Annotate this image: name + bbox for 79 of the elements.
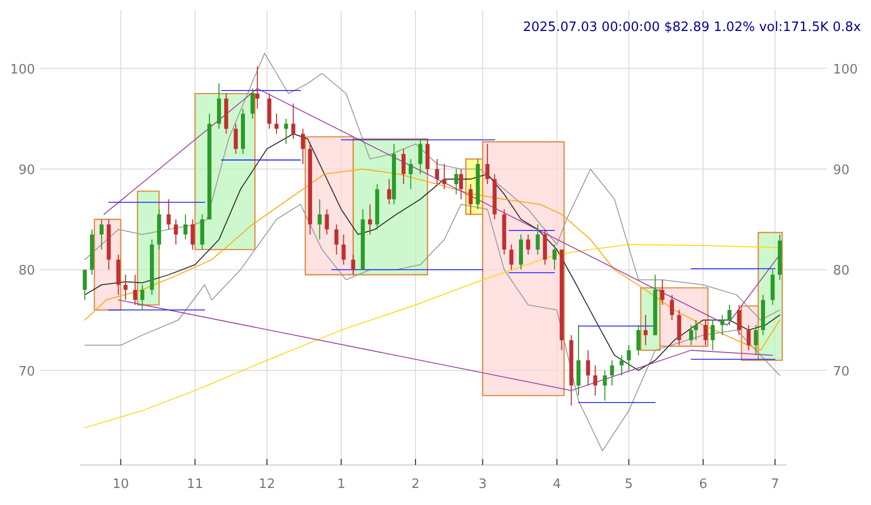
candlestick	[250, 88, 255, 120]
candlestick	[636, 324, 640, 356]
candlestick	[100, 218, 104, 250]
candlestick	[318, 198, 322, 240]
x-tick-label: 3	[478, 477, 487, 492]
x-tick-label: 1	[337, 477, 346, 492]
candlestick	[586, 350, 590, 386]
candlestick	[234, 123, 238, 154]
candlestick	[536, 224, 540, 256]
candlestick	[291, 103, 296, 140]
x-tick-label: 12	[258, 477, 276, 492]
candlestick	[754, 324, 758, 356]
candlestick	[509, 244, 514, 270]
candlestick	[174, 218, 178, 246]
x-tick-label: 5	[624, 477, 633, 492]
y-tick-label: 70	[18, 364, 35, 380]
candlestick	[408, 158, 413, 190]
y2-tick-label: 70	[833, 364, 850, 380]
candlestick	[468, 184, 473, 215]
y-tick-label: 80	[18, 264, 35, 279]
candlestick	[334, 224, 338, 256]
candlestick	[620, 354, 624, 376]
line-series	[84, 52, 780, 320]
candlestick	[402, 148, 406, 185]
candlestick	[670, 294, 674, 321]
candlestick	[704, 320, 708, 346]
line-series	[84, 168, 780, 351]
line-series	[104, 88, 780, 326]
candlestick	[442, 164, 446, 190]
candlestick	[710, 320, 715, 351]
line-series	[118, 299, 774, 391]
x-tick-label: 6	[698, 477, 708, 492]
x-tick-label: 2	[411, 477, 420, 492]
candlestick	[300, 128, 305, 165]
candlestick	[418, 138, 422, 175]
candlestick	[368, 204, 372, 235]
y-tick-label: 100	[10, 62, 35, 78]
candlestick	[626, 344, 631, 371]
candlestick	[689, 324, 694, 346]
y2-tick-label: 100	[833, 62, 858, 78]
candlestick	[610, 360, 614, 386]
x-tick-label: 11	[186, 477, 204, 492]
candlestick	[435, 158, 440, 185]
candlestick	[454, 168, 458, 195]
y2-tick-label: 80	[833, 264, 850, 279]
candlestick	[727, 304, 732, 326]
y2-tick-label: 90	[833, 163, 850, 178]
x-tick-label: 4	[552, 477, 562, 492]
candlestick	[183, 214, 188, 240]
candlestick	[140, 284, 144, 310]
x-tick-label: 10	[112, 477, 130, 492]
candlestick	[737, 304, 742, 336]
candlestick	[274, 113, 279, 134]
line-series	[84, 204, 780, 452]
candlestick	[82, 269, 87, 300]
y-tick-label: 90	[18, 163, 35, 178]
text: 2025.07.03 00:00:00 $82.89 1.02% vol:171.5K 0.8x	[522, 20, 862, 35]
candlestick	[324, 208, 329, 235]
candlestick	[459, 168, 464, 200]
candlestick	[593, 364, 598, 396]
candlestick	[284, 118, 288, 144]
candlestick	[602, 370, 607, 402]
candlestick	[124, 274, 128, 300]
x-tick-label: 7	[770, 477, 780, 492]
candlestick	[526, 234, 530, 256]
candlestick	[166, 198, 171, 230]
candlestick	[133, 274, 138, 306]
candlestick	[694, 320, 698, 341]
candlestick	[351, 254, 356, 276]
candlestick	[387, 178, 392, 205]
candlestick	[485, 143, 490, 185]
candlestick	[552, 244, 557, 270]
candlestick	[746, 324, 751, 351]
candlestick	[342, 234, 346, 266]
candlestick	[660, 279, 664, 306]
candlestick	[255, 66, 260, 110]
candlestick	[644, 314, 648, 346]
candlestick	[720, 314, 724, 336]
candlestick	[190, 218, 195, 250]
